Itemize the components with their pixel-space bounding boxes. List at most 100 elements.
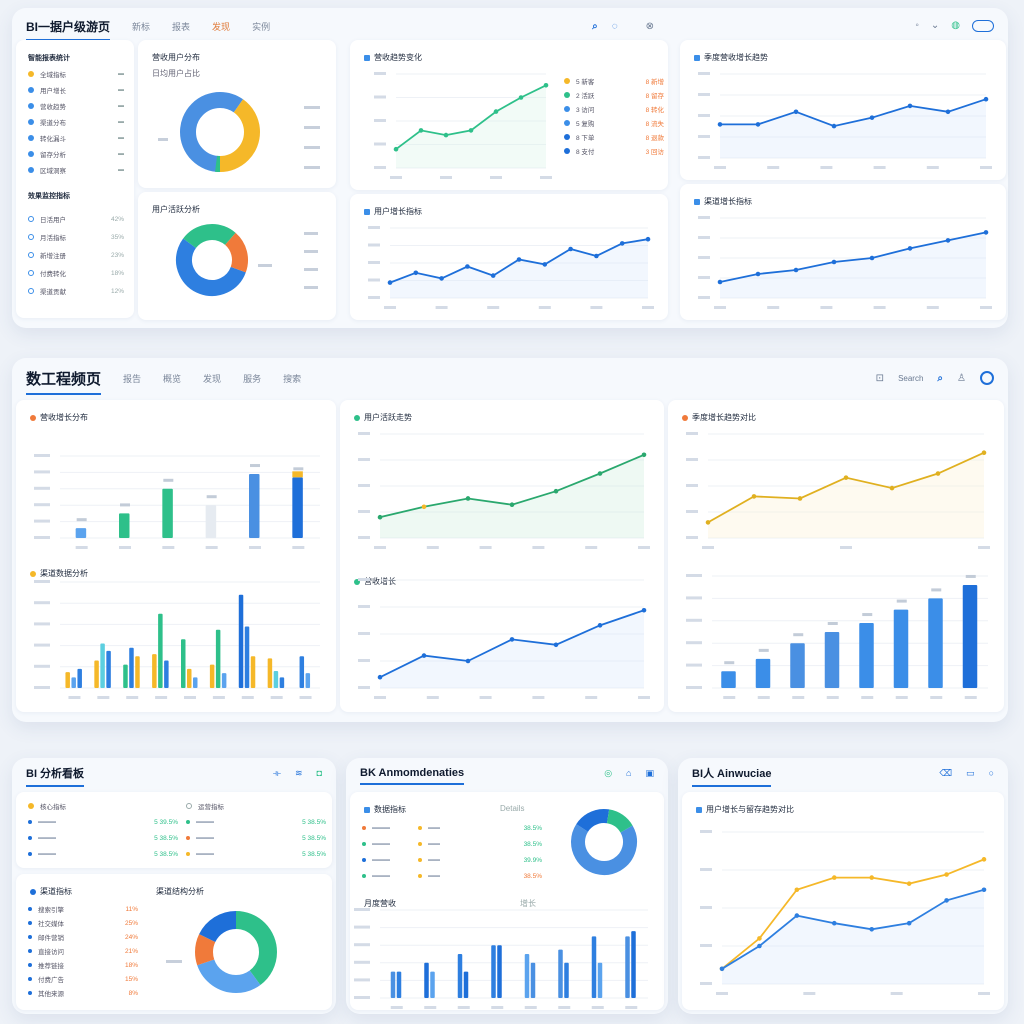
search-icon[interactable]: ⌕: [592, 20, 598, 32]
sidebar-item-4[interactable]: 转化漏斗 ▬: [28, 130, 124, 146]
p2-list-title: 数据指标: [364, 804, 406, 815]
p1-list3-item-5[interactable]: 付费广告 15%: [28, 972, 138, 986]
top-tab-2[interactable]: 报表: [172, 21, 191, 32]
p2-slice-darkblue: [571, 809, 637, 875]
area-fill: [708, 452, 984, 538]
target-icon[interactable]: ◎: [604, 767, 613, 778]
p1-list2-item-1[interactable]: ▬▬▬ 5 38.5%: [186, 830, 326, 846]
sidebar-metric-0[interactable]: 日活用户 42%: [28, 210, 124, 228]
sidebar-metric-2[interactable]: 新增注册 23%: [28, 246, 124, 264]
user-icon[interactable]: ♙: [957, 372, 966, 384]
axis-tick-label: [479, 696, 492, 699]
p1-list3-item-1[interactable]: 社交媒体 25%: [28, 916, 138, 930]
sidebar-metric-3[interactable]: 付费转化 18%: [28, 264, 124, 282]
chat-icon[interactable]: ▭: [966, 767, 975, 778]
top-tab-4[interactable]: 实例: [252, 21, 271, 32]
bar: [249, 474, 260, 538]
data-point: [751, 494, 757, 499]
database-icon[interactable]: ▣: [645, 767, 654, 778]
mid-tab-2[interactable]: 概览: [163, 373, 182, 384]
data-point: [509, 502, 515, 508]
settings-icon[interactable]: ◍: [951, 20, 960, 31]
p1-list3-item-4[interactable]: 推荐链接 18%: [28, 958, 138, 972]
p1-list1-item-2[interactable]: ▬▬▬ 5 38.5%: [28, 846, 178, 862]
wifi-icon[interactable]: ≋: [295, 767, 303, 778]
top-tab-3[interactable]: 发现: [212, 21, 231, 32]
axis-tick-label: [368, 261, 380, 264]
mid-tab-4[interactable]: 服务: [243, 373, 262, 384]
p1-list1-item-1[interactable]: ▬▬▬ 5 38.5%: [28, 830, 178, 846]
axis-tick-label: [390, 176, 402, 179]
mid-tab-5[interactable]: 搜索: [283, 373, 302, 384]
sidebar-metric-1[interactable]: 月活指标 35%: [28, 228, 124, 246]
axis-tick-label: [34, 536, 50, 539]
axis-tick-label: [292, 546, 305, 549]
p1-list3-item-2[interactable]: 邮件营销 24%: [28, 930, 138, 944]
area1-chart: [358, 432, 650, 549]
settings-icon[interactable]: [980, 371, 994, 385]
axis-tick-label: [873, 166, 886, 169]
sidebar-item-5[interactable]: 留存分析 ▬: [28, 146, 124, 162]
clock-icon[interactable]: ○: [988, 768, 994, 778]
p2-hint[interactable]: Details: [500, 804, 525, 813]
shield-icon[interactable]: ◘: [316, 768, 322, 778]
search-icon[interactable]: ⌕: [937, 372, 944, 384]
bar: [962, 584, 978, 688]
sidebar-dot-icon: [28, 103, 34, 109]
sidebar-list: 智能报表统计 全域指标 ▬ 用户增长 ▬ 营收趋势 ▬ 渠道分布 ▬ 转化漏斗 ▬ 留存分析 ▬ 区域洞…: [28, 50, 124, 300]
info-icon[interactable]: ⊡: [875, 372, 885, 384]
home-icon[interactable]: ⌂: [626, 768, 632, 778]
toggle-icon[interactable]: [972, 20, 994, 32]
series-line: [719, 231, 987, 283]
data-point: [793, 267, 799, 273]
axis-tick-label: [75, 546, 88, 549]
p1-list3-item-0[interactable]: 搜索引擎 11%: [28, 902, 138, 916]
expand-icon[interactable]: ⟛: [272, 767, 282, 778]
bar: [187, 668, 192, 688]
area-fill: [396, 85, 546, 168]
bar: [273, 671, 279, 688]
data-point: [757, 943, 762, 949]
axis-tick-label: [698, 256, 710, 259]
axis-tick-label: [767, 166, 780, 169]
chevron-down-icon[interactable]: ⌄: [930, 20, 940, 31]
sidebar-item-3[interactable]: 渠道分布 ▬: [28, 114, 124, 130]
data-point: [869, 115, 875, 120]
line1-legend-item-2: 3 访问 8 转化: [564, 102, 664, 116]
trash-icon[interactable]: ⌫: [939, 767, 953, 778]
axis-tick-label: [205, 546, 218, 549]
top-tab-1[interactable]: 新标: [132, 21, 151, 32]
bar-value-label: [250, 464, 260, 468]
p2-row-2[interactable]: ▬▬▬ ▬▬ 39.9%: [362, 852, 542, 868]
user-icon[interactable]: ◦: [915, 20, 919, 31]
mid-header: 数工程频页 报告 概览 发现 服务 搜索 ⊡ Search ⌕ ♙: [12, 358, 1008, 398]
p1-list2-item-2[interactable]: ▬▬▬ 5 38.5%: [186, 846, 326, 862]
axis-tick-label: [698, 114, 710, 117]
sidebar-item-0[interactable]: 全域指标 ▬: [28, 66, 124, 82]
p2-row-1[interactable]: ▬▬▬ ▬▬ 38.5%: [362, 836, 542, 852]
area2-chart: [686, 432, 990, 549]
axis-tick-label: [374, 95, 386, 99]
p1-list1-item-0[interactable]: ▬▬▬ 5 39.5%: [28, 814, 178, 830]
bar: [71, 677, 76, 688]
data-point: [945, 238, 951, 243]
p2-row-0[interactable]: ▬▬▬ ▬▬ 38.5%: [362, 820, 542, 836]
bar-value-label: [206, 495, 217, 499]
p1-list3-item-3[interactable]: 直接访问 21%: [28, 944, 138, 958]
p2-row-3[interactable]: ▬▬▬ ▬▬ 38.5%: [362, 868, 542, 884]
p1-list2-item-0[interactable]: ▬▬▬ 5 38.5%: [186, 814, 326, 830]
bar-card-1: 营收增长分布 渠道数据分析: [16, 400, 336, 712]
mid-tab-1[interactable]: 报告: [123, 373, 142, 384]
mid-tab-3[interactable]: 发现: [203, 373, 222, 384]
search-hint[interactable]: Search: [898, 373, 924, 383]
axis-tick-label: [698, 216, 710, 219]
sidebar-metric-4[interactable]: 渠道贡献 12%: [28, 282, 124, 300]
sidebar-item-1[interactable]: 用户增长 ▬: [28, 82, 124, 98]
sidebar-item-6[interactable]: 区域洞察 ▬: [28, 162, 124, 178]
p1-list3-item-6[interactable]: 其他来源 8%: [28, 986, 138, 1000]
axis-tick-label: [68, 696, 81, 699]
bell-icon[interactable]: ⊗: [645, 20, 655, 32]
sidebar-item-2[interactable]: 营收趋势 ▬: [28, 98, 124, 114]
bar: [238, 594, 244, 688]
refresh-icon[interactable]: ◌: [611, 20, 618, 32]
